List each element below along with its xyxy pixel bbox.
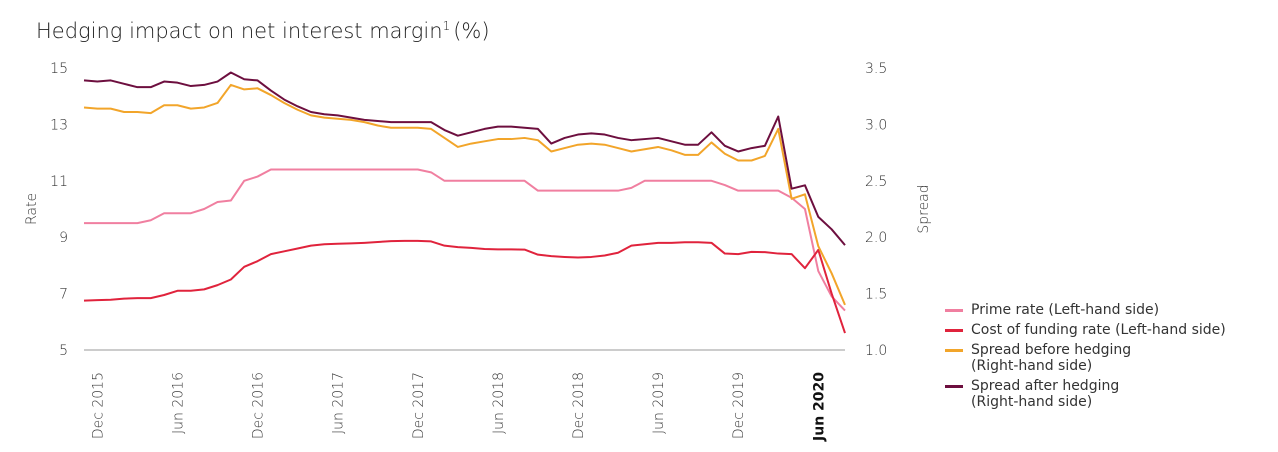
legend-item: Prime rate (Left-hand side) <box>945 302 1277 318</box>
title-suffix: (%) <box>453 19 489 43</box>
legend-item: Spread after hedging (Right-hand side) <box>945 378 1277 410</box>
title-superscript: 1 <box>443 19 451 33</box>
x-tick-label: Dec 2017 <box>411 372 427 439</box>
x-tick-label: Jun 2016 <box>170 372 186 434</box>
y-tick-label: 9 <box>59 230 68 246</box>
y-axis-label: Rate <box>24 193 40 225</box>
x-tick-label: Dec 2016 <box>251 372 267 439</box>
chart: Hedging impact on net interest margin1 (%… <box>24 19 932 442</box>
y-tick-label: 5 <box>59 343 68 359</box>
legend-swatch <box>945 385 963 388</box>
title-main: Hedging impact on net interest margin <box>36 19 443 43</box>
series-line <box>83 83 846 306</box>
x-tick-label: Jun 2019 <box>651 372 667 434</box>
y-tick-label: 15 <box>50 61 68 77</box>
series-line <box>84 168 846 312</box>
y-tick-label: 7 <box>59 287 68 303</box>
x-tick-label: Dec 2018 <box>571 372 587 439</box>
y2-tick-label: 1.5 <box>865 287 887 303</box>
legend-label: Spread before hedging (Right-hand side) <box>971 342 1132 374</box>
legend-swatch <box>945 329 963 332</box>
x-tick-label: Dec 2015 <box>90 372 106 439</box>
chart-title: Hedging impact on net interest margin1 (%… <box>36 19 490 43</box>
y2-axis-label: Spread <box>916 184 932 233</box>
legend: Prime rate (Left-hand side) Cost of fundi… <box>945 302 1277 414</box>
y2-tick-label: 2.5 <box>865 174 887 190</box>
series-line <box>83 71 846 246</box>
y2-tick-label: 3.5 <box>865 61 887 77</box>
x-tick-label: Jun 2018 <box>491 372 507 434</box>
x-tick-label: Jun 2020 <box>811 372 827 442</box>
series-line <box>83 239 846 334</box>
x-tick-label: Jun 2017 <box>331 372 347 434</box>
legend-swatch <box>945 309 963 312</box>
legend-item: Spread before hedging (Right-hand side) <box>945 342 1277 374</box>
y2-tick-label: 3.0 <box>865 117 887 133</box>
y-tick-label: 11 <box>50 174 68 190</box>
y-tick-label: 13 <box>50 117 68 133</box>
y2-tick-label: 1.0 <box>865 343 887 359</box>
legend-label: Spread after hedging (Right-hand side) <box>971 378 1120 410</box>
legend-label: Prime rate (Left-hand side) <box>971 302 1160 318</box>
legend-item: Cost of funding rate (Left-hand side) <box>945 322 1277 338</box>
legend-label: Cost of funding rate (Left-hand side) <box>971 322 1226 338</box>
x-tick-label: Dec 2019 <box>731 372 747 439</box>
y2-tick-label: 2.0 <box>865 230 887 246</box>
legend-swatch <box>945 349 963 352</box>
